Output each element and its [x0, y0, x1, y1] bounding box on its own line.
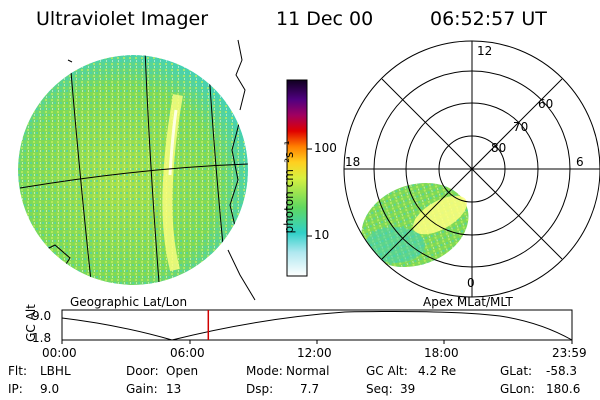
- time-label: 06:52:57 UT: [430, 8, 547, 30]
- status-glon-label: GLon:: [500, 382, 535, 396]
- mlt-label-6: 6: [576, 155, 584, 169]
- status-gain-label: Gain:: [126, 382, 158, 396]
- date-label: 11 Dec 00: [276, 8, 374, 30]
- status-glat-value: -58.3: [546, 364, 578, 378]
- longitude-line: [144, 55, 161, 285]
- status-mode-label: Mode:: [246, 364, 283, 378]
- instrument-title: Ultraviolet Imager: [36, 8, 209, 30]
- status-ip-label: IP:: [8, 382, 23, 396]
- colorbar-scale: [286, 79, 308, 277]
- timeline-ytick-1: 1.8: [32, 331, 52, 345]
- status-flt-label: Flt:: [8, 364, 27, 378]
- mlt-label-18: 18: [345, 155, 361, 169]
- status-door-value: Open: [166, 364, 199, 378]
- status-glon-value: 180.6: [546, 382, 581, 396]
- latitude-line: [19, 163, 248, 189]
- mlat-label-70: 70: [513, 120, 529, 134]
- timeline-xtick: 23:59: [552, 346, 587, 360]
- status-gain-value: 13: [166, 382, 182, 396]
- status-dsp-value: 7.7: [300, 382, 320, 396]
- mlt-label-0: 0: [467, 276, 475, 290]
- status-seq-value: 39: [400, 382, 416, 396]
- timeline-xtick: 00:00: [42, 346, 77, 360]
- status-mode-value: Normal: [286, 364, 330, 378]
- status-seq-label: Seq:: [366, 382, 393, 396]
- altitude-curve: [61, 311, 573, 341]
- timeline-xtick: 06:00: [170, 346, 205, 360]
- status-gcalt-label: GC Alt:: [366, 364, 408, 378]
- geographic-caption: Geographic Lat/Lon: [70, 295, 188, 309]
- timeline-ytick-9: 9.0: [32, 309, 52, 323]
- mlat-label-60: 60: [538, 97, 554, 111]
- status-flt-value: LBHL: [40, 364, 71, 378]
- timeline-xtick: 12:00: [297, 346, 332, 360]
- polar-caption: Apex MLat/MLT: [423, 295, 513, 309]
- mlt-label-12: 12: [477, 44, 493, 58]
- colorbar-tick-100: 100: [314, 141, 337, 155]
- longitude-line: [69, 59, 93, 285]
- timeline-xtick: 18:00: [424, 346, 459, 360]
- status-dsp-label: Dsp:: [246, 382, 274, 396]
- status-ip-value: 9.0: [40, 382, 60, 396]
- status-glat-label: GLat:: [500, 364, 533, 378]
- colorbar-tick-10: 10: [314, 228, 330, 242]
- status-door-label: Door:: [126, 364, 159, 378]
- mlat-label-80: 80: [491, 141, 507, 155]
- status-gcalt-value: 4.2 Re: [418, 364, 457, 378]
